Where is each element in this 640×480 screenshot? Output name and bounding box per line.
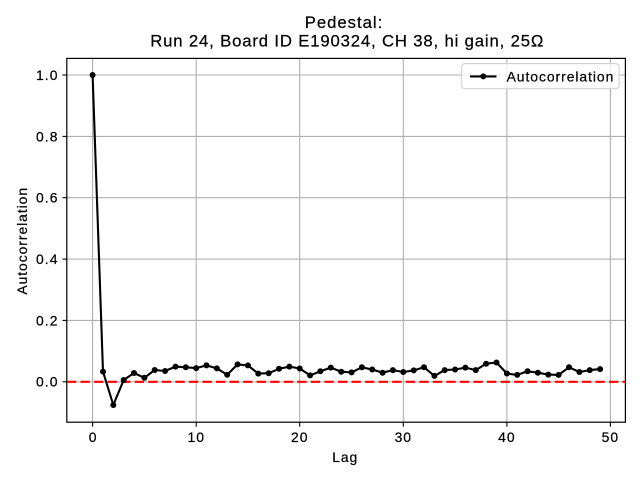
svg-text:0.0: 0.0 — [36, 374, 59, 390]
svg-text:0.4: 0.4 — [36, 251, 59, 267]
svg-text:1.0: 1.0 — [36, 67, 59, 83]
svg-text:Autocorrelation: Autocorrelation — [14, 187, 30, 295]
svg-text:50: 50 — [602, 429, 619, 445]
svg-text:0.2: 0.2 — [36, 312, 59, 328]
svg-text:10: 10 — [187, 429, 204, 445]
svg-text:Pedestal:: Pedestal: — [305, 13, 384, 32]
svg-text:Lag: Lag — [332, 449, 358, 465]
svg-text:Run 24, Board ID E190324, CH 3: Run 24, Board ID E190324, CH 38, hi gain… — [150, 31, 544, 50]
svg-text:40: 40 — [498, 429, 515, 445]
svg-text:0.8: 0.8 — [36, 128, 59, 144]
svg-text:20: 20 — [291, 429, 308, 445]
svg-text:0: 0 — [89, 429, 97, 445]
svg-text:0.6: 0.6 — [36, 190, 59, 206]
svg-text:30: 30 — [395, 429, 412, 445]
svg-text:Autocorrelation: Autocorrelation — [507, 69, 615, 85]
